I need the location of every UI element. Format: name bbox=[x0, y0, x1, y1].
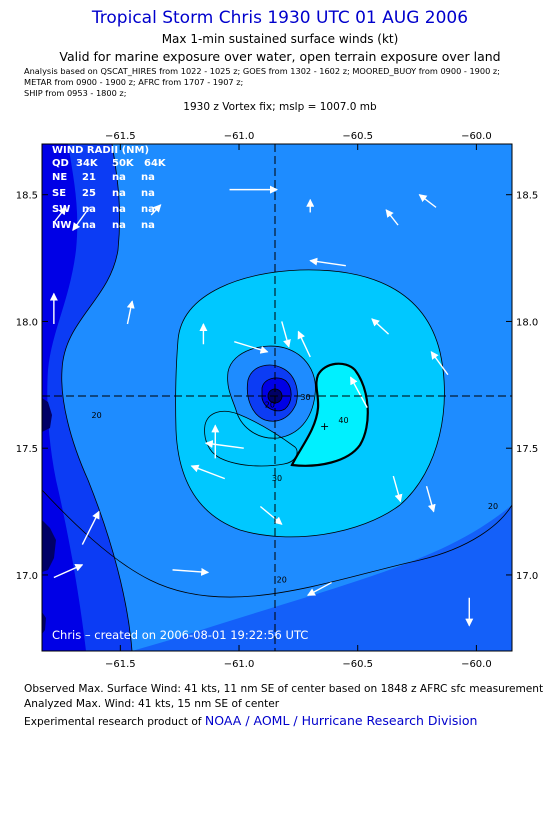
analysis-sources-line-2: METAR from 0900 - 1900 z; AFRC from 1707… bbox=[24, 77, 244, 87]
chart-subtitle: Max 1-min sustained surface winds (kt) bbox=[161, 32, 399, 46]
y-tick-label-left: 18.5 bbox=[16, 191, 38, 202]
wind-vector bbox=[385, 209, 399, 226]
contour-label: 30 bbox=[272, 474, 282, 483]
wind-vector bbox=[349, 376, 368, 408]
contour-20-inner bbox=[227, 345, 316, 439]
x-tick-label-top: −60.0 bbox=[461, 131, 492, 142]
wind-radii-table: WIND RADII (NM) QD 34K 50K 64K NE 21 na na SE 2… bbox=[52, 145, 167, 231]
wind-field-10-20-south bbox=[132, 505, 512, 651]
wind-vector bbox=[309, 257, 346, 267]
product-credit-prefix: Experimental research product of bbox=[24, 716, 202, 728]
y-tick-label-right: 18.5 bbox=[516, 191, 538, 202]
credit-line: Chris – created on 2006-08-01 19:22:56 U… bbox=[52, 628, 308, 642]
wind-vector bbox=[371, 318, 390, 335]
x-tick-label-bottom: −60.0 bbox=[461, 659, 492, 670]
wind-vector bbox=[81, 510, 100, 545]
validity-note: Valid for marine exposure over water, op… bbox=[59, 49, 501, 64]
product-credit: Experimental research product of NOAA / … bbox=[24, 713, 477, 728]
land-island-1 bbox=[42, 398, 52, 432]
wind-vector bbox=[150, 204, 162, 216]
wind-vector bbox=[72, 206, 91, 231]
y-tick-label-left: 17.0 bbox=[16, 571, 38, 582]
contour-label: 20 bbox=[488, 502, 498, 511]
wind-vector bbox=[297, 330, 311, 358]
land-island-2 bbox=[42, 520, 56, 572]
vortex-fix: 1930 z Vortex fix; mslp = 1007.0 mb bbox=[183, 101, 377, 113]
y-tick-label-right: 17.0 bbox=[516, 571, 538, 582]
x-tick-label-top: −60.5 bbox=[342, 131, 373, 142]
y-tick-label-left: 17.5 bbox=[16, 444, 38, 455]
hrd-link[interactable]: NOAA / AOML / Hurricane Research Divisio… bbox=[204, 713, 478, 728]
wind-vector bbox=[53, 564, 84, 579]
contour-eye bbox=[261, 377, 292, 412]
wind-vector bbox=[430, 351, 449, 376]
x-tick-label-bottom: −60.5 bbox=[342, 659, 373, 670]
land-island-3 bbox=[42, 612, 46, 634]
x-tick-label-top: −61.5 bbox=[105, 131, 136, 142]
wind-radii-title: WIND RADII (NM) bbox=[52, 145, 149, 156]
y-tick-label-right: 17.5 bbox=[516, 444, 538, 455]
wind-vector bbox=[172, 567, 210, 576]
wind-vector bbox=[306, 581, 332, 596]
contour-20-outer bbox=[42, 489, 512, 598]
contour-10-inner bbox=[246, 364, 298, 422]
max-wind-marker: + bbox=[320, 420, 329, 433]
analysis-sources-line-1: Analysis based on QSCAT_HIRES from 1022 … bbox=[24, 66, 500, 76]
contour-40 bbox=[290, 362, 369, 467]
contour-label: 20 bbox=[92, 411, 102, 420]
y-tick-label-right: 18.0 bbox=[516, 317, 538, 328]
wind-vector bbox=[281, 321, 291, 348]
wind-field-lt10 bbox=[42, 144, 86, 651]
wind-radii-row: NW na na na bbox=[52, 220, 155, 231]
wind-radii-row: SW na na na bbox=[52, 204, 155, 215]
analysis-sources-line-3: SHIP from 0953 - 1800 z; bbox=[24, 88, 127, 98]
contour-label: 20 bbox=[265, 401, 275, 410]
wind-vector bbox=[204, 440, 244, 449]
plot-frame bbox=[41, 143, 513, 652]
x-tick-label-bottom: −61.0 bbox=[224, 659, 255, 670]
contour-label: 30 bbox=[300, 393, 310, 402]
wind-vector bbox=[190, 464, 226, 480]
wind-vector bbox=[234, 341, 269, 354]
page-title: Tropical Storm Chris 1930 UTC 01 AUG 200… bbox=[91, 8, 469, 28]
wind-vector bbox=[418, 194, 437, 208]
wind-vector bbox=[259, 505, 283, 525]
wind-vector bbox=[425, 486, 436, 513]
contour-30 bbox=[175, 269, 445, 538]
contour-10-west bbox=[61, 144, 133, 651]
contour-label: 20 bbox=[277, 576, 287, 585]
wind-field-lobe bbox=[204, 411, 298, 466]
x-tick-label-bottom: −61.5 bbox=[105, 659, 136, 670]
x-tick-label-top: −61.0 bbox=[224, 131, 255, 142]
wind-field-gt40 bbox=[292, 363, 368, 466]
y-tick-label-left: 18.0 bbox=[16, 317, 38, 328]
contour-label: 40 bbox=[338, 416, 348, 425]
wind-vector bbox=[392, 475, 403, 503]
wind-radii-row: SE 25 na na bbox=[52, 188, 155, 199]
wind-vector bbox=[53, 206, 67, 224]
analyzed-max-wind: Analyzed Max. Wind: 41 kts, 15 nm SE of … bbox=[24, 698, 280, 710]
observed-max-wind: Observed Max. Surface Wind: 41 kts, 11 n… bbox=[24, 683, 544, 695]
wind-vector bbox=[126, 300, 135, 325]
wind-radii-row: NE 21 na na bbox=[52, 172, 155, 183]
wind-radii-header: QD 34K 50K 64K bbox=[52, 158, 167, 169]
